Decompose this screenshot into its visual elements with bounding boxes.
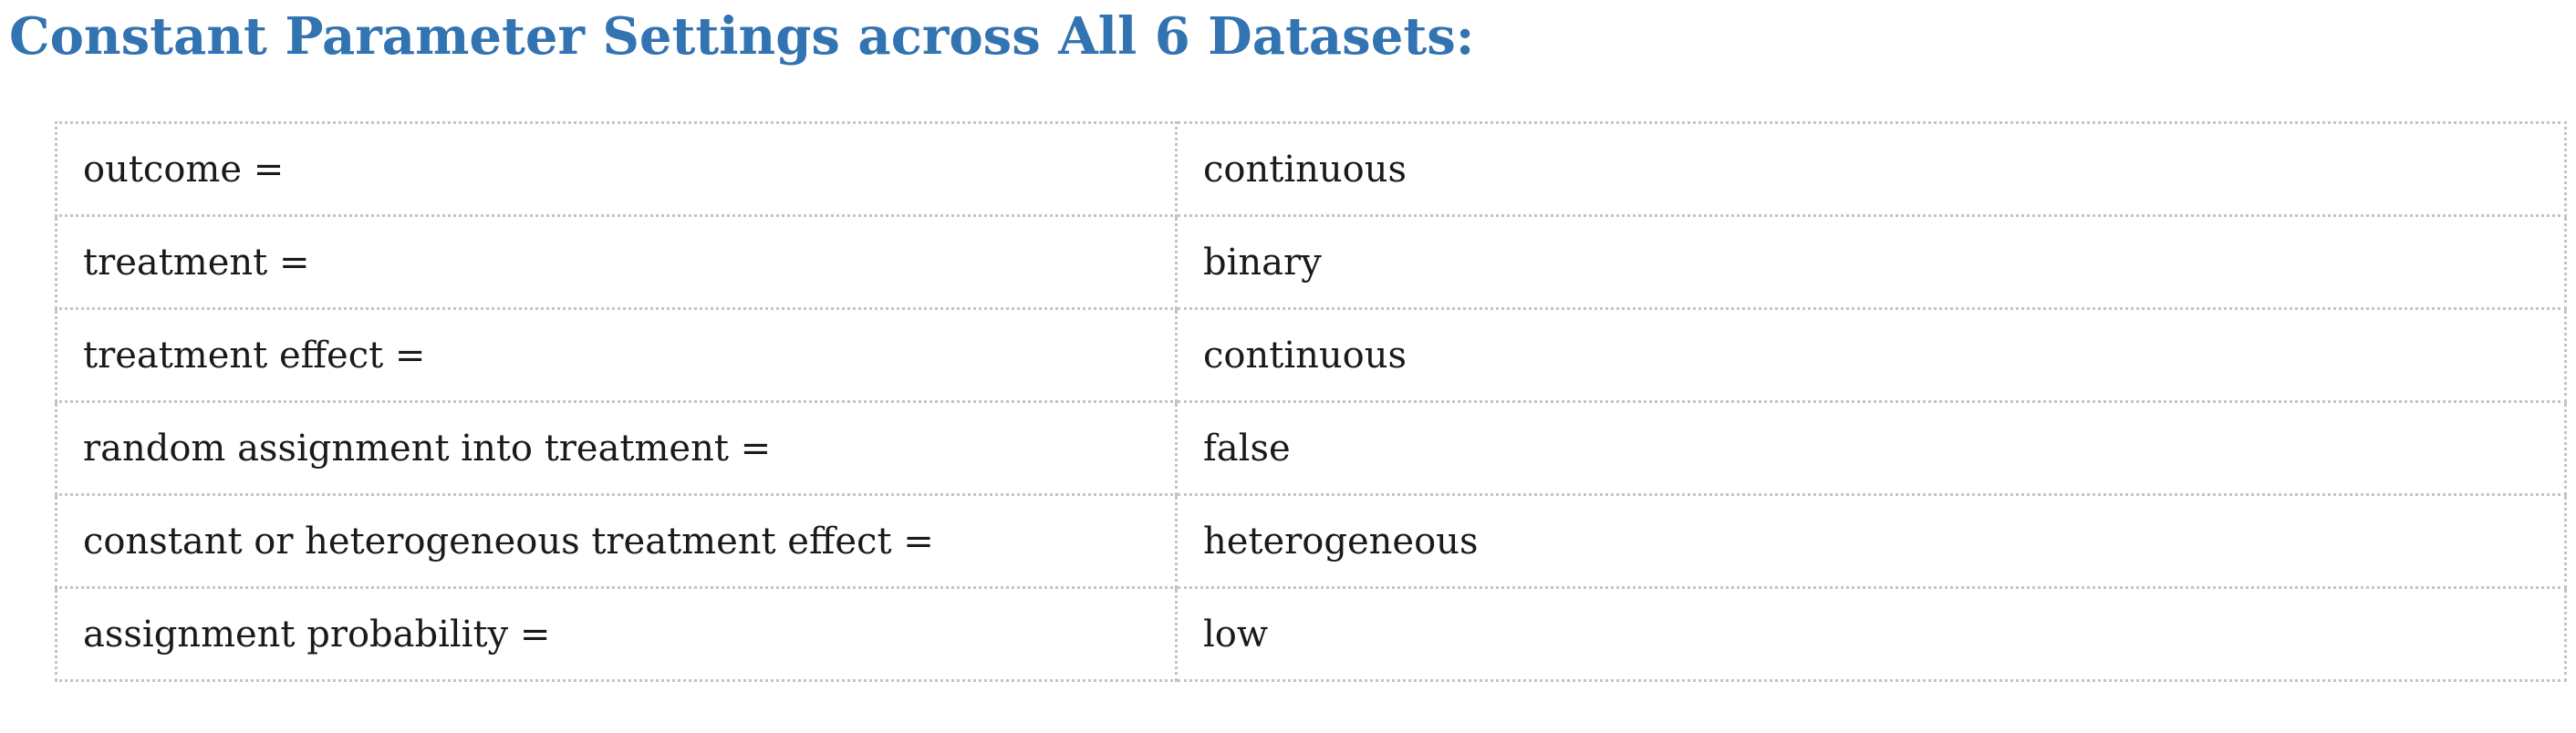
parameter-value: low [1175,586,2567,682]
table-row: assignment probability = low [55,586,2567,682]
parameter-value: continuous [1175,121,2567,217]
parameter-value: binary [1175,214,2567,310]
parameter-name: treatment effect = [55,307,1178,403]
table-row: treatment effect = continuous [55,307,2567,403]
parameter-value: heterogeneous [1175,493,2567,589]
parameter-name: assignment probability = [55,586,1178,682]
table-row: random assignment into treatment = false [55,400,2567,496]
parameter-name: outcome = [55,121,1178,217]
parameter-name: treatment = [55,214,1178,310]
parameter-value: continuous [1175,307,2567,403]
table-row: constant or heterogeneous treatment effe… [55,493,2567,589]
parameter-name: constant or heterogeneous treatment effe… [55,493,1178,589]
parameter-name: random assignment into treatment = [55,400,1178,496]
table-row: treatment = binary [55,214,2567,310]
table-row: outcome = continuous [55,121,2567,217]
parameter-value: false [1175,400,2567,496]
page-title: Constant Parameter Settings across All 6… [9,6,1475,67]
parameter-settings-table: outcome = continuous treatment = binary … [55,121,2567,682]
